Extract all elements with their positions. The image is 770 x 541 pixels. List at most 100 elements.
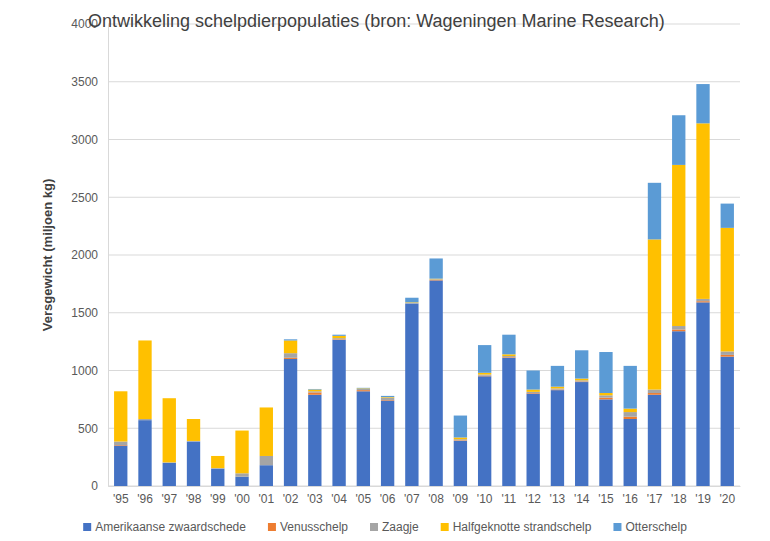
tick-label: '15 [598, 492, 614, 506]
tick: '17 [647, 486, 663, 506]
bar [357, 388, 370, 390]
bars [114, 84, 734, 486]
tick-label: 1000 [71, 364, 98, 378]
tick-label: '09 [453, 492, 469, 506]
tick-label: '95 [113, 492, 129, 506]
bar [138, 419, 151, 420]
legend: Amerikaanse zwaardschedeVenusschelpZaagj… [83, 520, 687, 534]
tick-label: 3500 [71, 75, 98, 89]
bar [648, 239, 661, 389]
bar [211, 469, 224, 486]
bar [551, 389, 564, 391]
tick: '18 [671, 486, 687, 506]
tick-label: '12 [525, 492, 541, 506]
bar [138, 420, 151, 486]
bar [575, 379, 588, 381]
bar [454, 441, 467, 486]
bar [478, 376, 491, 486]
bar [187, 419, 200, 441]
bar [163, 463, 176, 486]
legend-item: Venusschelp [268, 520, 348, 534]
grid-line [108, 312, 740, 313]
tick: 1500 [71, 306, 108, 320]
tick-label: '19 [695, 492, 711, 506]
bar [672, 326, 685, 329]
bar [429, 280, 442, 486]
bar [527, 392, 540, 393]
tick: '15 [598, 486, 614, 506]
tick: '19 [695, 486, 711, 506]
bar [332, 336, 345, 338]
bar [696, 123, 709, 299]
bar [357, 390, 370, 391]
bar [672, 329, 685, 331]
bar [357, 389, 370, 390]
tick-label: 2000 [71, 248, 98, 262]
tick-label: '98 [186, 492, 202, 506]
bar [235, 477, 248, 486]
bar [284, 339, 297, 340]
legend-item: Halfgeknotte strandschelp [441, 520, 592, 534]
series-1 [114, 280, 734, 446]
tick-label: '13 [550, 492, 566, 506]
bar [454, 437, 467, 439]
legend-label: Zaagje [382, 520, 419, 534]
tick-label: 3000 [71, 133, 98, 147]
legend-item: Otterschelp [613, 520, 687, 534]
bar [696, 299, 709, 301]
bar [381, 396, 394, 397]
tick: 500 [78, 422, 108, 436]
bar [648, 390, 661, 393]
bar [260, 407, 273, 456]
bar [721, 351, 734, 354]
bar [138, 420, 151, 421]
axis-line [109, 486, 741, 487]
bar [332, 335, 345, 336]
tick-label: '07 [404, 492, 420, 506]
tick: '13 [550, 486, 566, 506]
tick: '96 [137, 486, 153, 506]
bar [575, 381, 588, 383]
tick-label: '10 [477, 492, 493, 506]
bar [478, 375, 491, 376]
grid-line [108, 370, 740, 371]
bar [696, 301, 709, 302]
tick: '01 [258, 486, 274, 506]
tick: '10 [477, 486, 493, 506]
tick-label: 2500 [71, 191, 98, 205]
bar [211, 456, 224, 468]
bar [478, 375, 491, 377]
bar [138, 340, 151, 341]
legend-label: Otterschelp [625, 520, 687, 534]
grid-line [108, 197, 740, 198]
bar [163, 398, 176, 399]
x-axis: '95'96'97'98'99'00'01'02'03'04'05'06'07'… [109, 486, 741, 506]
bar [114, 391, 127, 392]
tick: 0 [91, 479, 108, 493]
tick-label: '18 [671, 492, 687, 506]
bar [381, 401, 394, 486]
bar [575, 382, 588, 486]
bar [624, 419, 637, 486]
tick: '03 [307, 486, 323, 506]
bar [624, 366, 637, 409]
bar [721, 204, 734, 228]
tick-label: '08 [428, 492, 444, 506]
tick: '04 [331, 486, 347, 506]
tick-label: '16 [622, 492, 638, 506]
bar [672, 165, 685, 326]
tick: 2500 [71, 191, 108, 205]
bar [527, 371, 540, 390]
bar [405, 304, 418, 486]
bar [672, 331, 685, 486]
tick-label: 500 [78, 422, 98, 436]
tick-label: '00 [234, 492, 250, 506]
tick-label: '06 [380, 492, 396, 506]
bar [648, 393, 661, 395]
bar [235, 430, 248, 431]
tick: '97 [161, 486, 177, 506]
series-4 [284, 84, 734, 437]
bar [405, 298, 418, 303]
bar [308, 392, 321, 394]
grid-line [108, 428, 740, 429]
